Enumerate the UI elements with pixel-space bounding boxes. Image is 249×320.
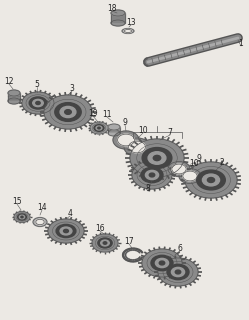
Ellipse shape	[118, 134, 134, 146]
Ellipse shape	[103, 242, 107, 244]
Text: 10: 10	[138, 125, 148, 134]
Ellipse shape	[113, 131, 139, 149]
Ellipse shape	[36, 101, 40, 105]
Text: 4: 4	[67, 209, 72, 218]
Text: 15: 15	[12, 196, 22, 205]
Ellipse shape	[18, 214, 26, 220]
Ellipse shape	[101, 240, 109, 246]
Text: 17: 17	[124, 236, 134, 245]
Ellipse shape	[185, 162, 237, 198]
Ellipse shape	[175, 270, 181, 274]
Text: 8: 8	[146, 183, 150, 193]
Ellipse shape	[142, 148, 172, 168]
Ellipse shape	[108, 124, 120, 130]
Ellipse shape	[183, 171, 197, 181]
Ellipse shape	[179, 169, 201, 183]
Ellipse shape	[8, 90, 20, 96]
Text: 16: 16	[95, 223, 105, 233]
Ellipse shape	[48, 219, 84, 243]
Ellipse shape	[132, 161, 172, 189]
Text: 9: 9	[123, 117, 127, 126]
Ellipse shape	[94, 125, 104, 131]
Ellipse shape	[63, 229, 68, 233]
Text: 10: 10	[189, 158, 199, 167]
Ellipse shape	[124, 138, 150, 156]
Ellipse shape	[29, 97, 47, 109]
Ellipse shape	[155, 258, 169, 268]
Ellipse shape	[142, 249, 182, 277]
Text: 2: 2	[220, 157, 224, 166]
Ellipse shape	[98, 238, 112, 248]
Text: 13: 13	[126, 18, 136, 27]
Bar	[8, 93, 20, 101]
Ellipse shape	[158, 258, 198, 286]
Ellipse shape	[128, 141, 145, 153]
Ellipse shape	[172, 164, 186, 174]
Ellipse shape	[14, 212, 30, 222]
Ellipse shape	[153, 156, 161, 161]
Text: 9: 9	[196, 154, 201, 163]
Ellipse shape	[96, 126, 102, 130]
Ellipse shape	[151, 255, 173, 271]
Ellipse shape	[167, 264, 189, 280]
Text: 19: 19	[88, 108, 98, 117]
Ellipse shape	[65, 110, 71, 114]
Ellipse shape	[145, 170, 159, 180]
Ellipse shape	[36, 219, 44, 225]
Ellipse shape	[149, 173, 155, 177]
Ellipse shape	[197, 170, 225, 190]
Ellipse shape	[44, 95, 92, 129]
Ellipse shape	[19, 215, 25, 219]
Ellipse shape	[122, 28, 134, 34]
Ellipse shape	[92, 234, 118, 252]
Ellipse shape	[130, 139, 184, 177]
Text: 6: 6	[178, 244, 183, 252]
Text: 5: 5	[35, 79, 39, 89]
Ellipse shape	[207, 178, 215, 182]
Ellipse shape	[168, 162, 190, 177]
Text: 1: 1	[239, 38, 243, 47]
Ellipse shape	[8, 98, 20, 104]
Ellipse shape	[22, 92, 54, 114]
Ellipse shape	[55, 103, 81, 121]
Bar	[111, 13, 125, 23]
Ellipse shape	[111, 20, 125, 26]
Text: 11: 11	[102, 109, 112, 118]
Ellipse shape	[108, 130, 120, 136]
Text: 3: 3	[69, 84, 74, 92]
Ellipse shape	[124, 29, 132, 33]
Bar	[108, 127, 120, 133]
Ellipse shape	[111, 10, 125, 16]
Ellipse shape	[98, 127, 100, 129]
Ellipse shape	[141, 167, 163, 183]
Ellipse shape	[202, 174, 220, 186]
Ellipse shape	[33, 218, 47, 227]
Ellipse shape	[148, 152, 166, 164]
Ellipse shape	[56, 224, 76, 237]
Ellipse shape	[60, 227, 72, 235]
Text: 18: 18	[107, 4, 117, 12]
Ellipse shape	[171, 268, 185, 276]
Ellipse shape	[159, 261, 165, 265]
Ellipse shape	[21, 216, 23, 218]
Text: 14: 14	[37, 203, 47, 212]
Ellipse shape	[90, 122, 108, 134]
Ellipse shape	[60, 106, 76, 118]
Text: 12: 12	[4, 76, 14, 85]
Text: 7: 7	[168, 127, 173, 137]
Ellipse shape	[33, 100, 43, 107]
